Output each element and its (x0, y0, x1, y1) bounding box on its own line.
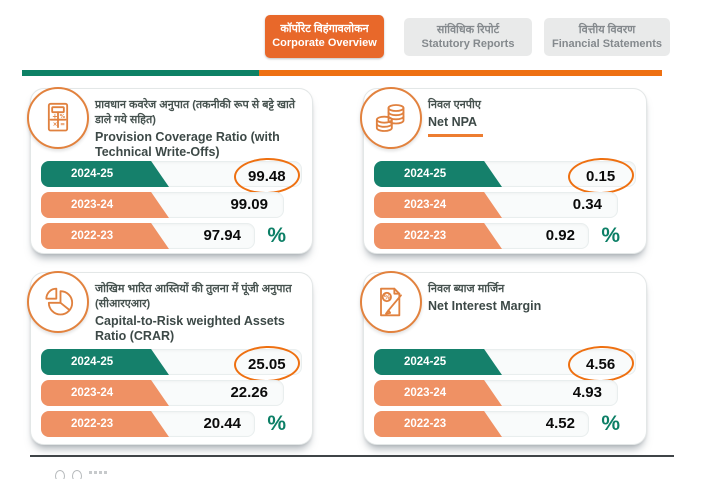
metric-title-hindi: निवल ब्याज मार्जिन (428, 283, 505, 295)
metric-card-net-npa: निवल एनपीए Net NPA 2024-25 0.15 2023-24 … (360, 87, 647, 254)
year-flag: 2024-25 (374, 349, 502, 375)
tab-corporate-overview[interactable]: कॉर्पोरेट विहंगावलोकन Corporate Overview (265, 15, 384, 58)
year-flag: 2024-25 (41, 161, 169, 187)
metric-value: 4.93 (572, 384, 602, 401)
title-underline (428, 134, 483, 137)
tab-label-english: Statutory Reports (421, 37, 515, 50)
year-flag: 2023-24 (374, 192, 502, 218)
percent-unit: % (267, 412, 286, 435)
year-flag: 2023-24 (374, 380, 502, 406)
highlight-circle: 25.05 (233, 344, 301, 384)
divider-orange-segment (259, 70, 662, 76)
year-row: 2023-24 4.93 (374, 380, 636, 406)
metric-card-crar: जोखिम भारित आस्तियों की तुलना में पूंजी … (27, 271, 313, 445)
metric-value: 99.09 (230, 196, 268, 213)
year-flag: 2022-23 (41, 223, 169, 249)
year-flag: 2023-24 (41, 380, 169, 406)
metric-value: 22.26 (230, 384, 268, 401)
year-row: 2022-23 4.52 % (374, 411, 636, 437)
metric-title-english: Capital-to-Risk weighted Assets Ratio (C… (95, 314, 285, 343)
svg-text:=: = (60, 122, 65, 128)
percent-unit: % (267, 224, 286, 247)
svg-text:%: % (60, 114, 66, 120)
metric-value: 0.15 (586, 167, 616, 185)
metric-title-english: Provision Coverage Ratio (with Technical… (95, 130, 280, 159)
percent-unit: % (601, 412, 620, 435)
clipped-footer-text (55, 468, 195, 479)
metric-value: 25.05 (248, 355, 286, 373)
metric-value: 99.48 (248, 167, 286, 185)
year-row: 2022-23 97.94 % (41, 223, 302, 249)
year-flag: 2022-23 (374, 223, 502, 249)
calculator-icon: + % × = (27, 87, 89, 149)
metric-value: 20.44 (203, 415, 241, 432)
year-row: 2024-25 0.15 (374, 156, 636, 196)
year-row: 2023-24 99.09 (41, 192, 302, 218)
metric-title-english: Net Interest Margin (428, 299, 542, 313)
metric-value: 4.56 (586, 355, 616, 373)
metric-title-english: Net NPA (428, 115, 478, 129)
svg-text:×: × (53, 122, 58, 128)
report-pencil-icon: % (360, 271, 422, 333)
tab-financial-statements[interactable]: वित्तीय विवरण Financial Statements (544, 18, 670, 56)
year-flag: 2023-24 (41, 192, 169, 218)
year-flag: 2022-23 (374, 411, 502, 437)
year-row: 2024-25 25.05 (41, 344, 302, 384)
coins-icon (360, 87, 422, 149)
year-flag: 2022-23 (41, 411, 169, 437)
year-row: 2023-24 22.26 (41, 380, 302, 406)
page-bottom-rule (30, 455, 674, 457)
tab-label-hindi: सांविधिक रिपोर्ट (436, 23, 500, 36)
tab-label-english: Financial Statements (551, 37, 663, 50)
highlight-circle: 0.15 (567, 156, 635, 196)
year-row: 2022-23 20.44 % (41, 411, 302, 437)
divider-teal-segment (22, 70, 259, 76)
year-flag: 2024-25 (41, 349, 169, 375)
year-row: 2024-25 4.56 (374, 344, 636, 384)
metric-title-hindi: निवल एनपीए (428, 99, 481, 111)
pie-chart-icon (27, 271, 89, 333)
percent-unit: % (601, 224, 620, 247)
metric-card-provision-coverage: + % × = प्रावधान कवरेज अनुपात (तकनीकी रू… (27, 87, 313, 254)
metric-value: 97.94 (203, 227, 241, 244)
svg-text:+: + (52, 112, 58, 120)
svg-text:%: % (384, 294, 391, 302)
year-row: 2024-25 99.48 (41, 156, 302, 196)
highlight-circle: 4.56 (567, 344, 635, 384)
metric-value: 0.34 (572, 196, 602, 213)
metric-value: 4.52 (545, 415, 575, 432)
tab-statutory-reports[interactable]: सांविधिक रिपोर्ट Statutory Reports (404, 18, 532, 56)
tab-label-english: Corporate Overview (272, 37, 377, 49)
highlight-circle: 99.48 (233, 156, 301, 196)
tab-label-hindi: वित्तीय विवरण (578, 23, 636, 36)
metric-value: 0.92 (545, 227, 575, 244)
year-row: 2022-23 0.92 % (374, 223, 636, 249)
metric-title-hindi: प्रावधान कवरेज अनुपात (तकनीकी रूप से बट्… (95, 99, 296, 126)
year-flag: 2024-25 (374, 161, 502, 187)
metric-card-net-interest-margin: % निवल ब्याज मार्जिन Net Interest Margin… (360, 271, 647, 445)
tab-label-hindi: कॉर्पोरेट विहंगावलोकन (280, 23, 369, 35)
metric-title-hindi: जोखिम भारित आस्तियों की तुलना में पूंजी … (95, 283, 292, 310)
year-row: 2023-24 0.34 (374, 192, 636, 218)
